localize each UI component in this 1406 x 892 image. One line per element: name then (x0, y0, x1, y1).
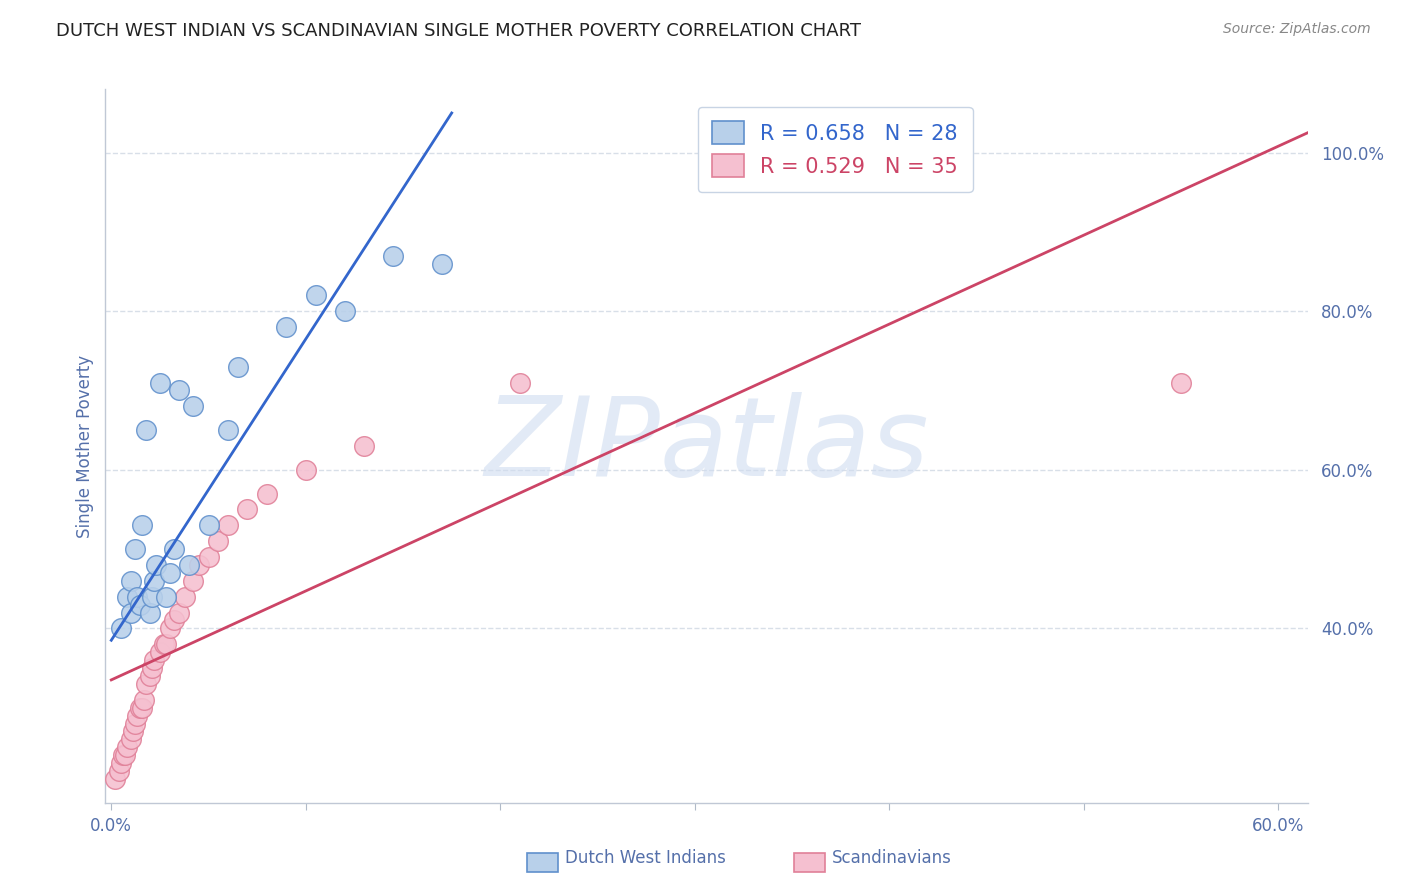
Point (121, 724, 143, 739)
Point (197, 518, 219, 533)
Point (139, 669, 162, 683)
Point (149, 376, 172, 390)
Text: ZIPatlas: ZIPatlas (484, 392, 929, 500)
Point (430, 257, 453, 271)
Point (125, 708, 148, 723)
Point (169, 606, 191, 620)
Point (153, 637, 176, 651)
Point (141, 661, 163, 675)
Point (155, 590, 177, 604)
Point (159, 621, 181, 635)
Point (217, 423, 239, 437)
Point (120, 606, 142, 620)
Point (115, 740, 138, 755)
Point (139, 606, 162, 620)
Point (120, 732, 142, 747)
Point (174, 590, 197, 604)
Point (143, 653, 166, 667)
Point (207, 534, 229, 549)
Point (110, 621, 132, 635)
Point (159, 566, 181, 580)
Point (143, 574, 166, 588)
Text: Source: ZipAtlas.com: Source: ZipAtlas.com (1223, 22, 1371, 37)
Y-axis label: Single Mother Poverty: Single Mother Poverty (76, 354, 94, 538)
Point (124, 542, 146, 557)
Text: DUTCH WEST INDIAN VS SCANDINAVIAN SINGLE MOTHER POVERTY CORRELATION CHART: DUTCH WEST INDIAN VS SCANDINAVIAN SINGLE… (56, 22, 862, 40)
Point (187, 558, 209, 572)
Point (104, 772, 127, 786)
Point (120, 574, 142, 588)
Point (131, 700, 153, 714)
Point (129, 700, 152, 714)
Point (236, 502, 259, 516)
Point (131, 518, 153, 533)
Point (115, 590, 138, 604)
Text: Scandinavians: Scandinavians (832, 849, 952, 867)
Point (181, 400, 204, 414)
Point (382, 249, 405, 263)
Point (197, 549, 219, 564)
Point (114, 748, 136, 763)
Point (162, 542, 184, 557)
Point (304, 288, 326, 302)
Point (111, 748, 134, 763)
Point (145, 558, 167, 572)
Point (135, 423, 157, 437)
Point (333, 304, 356, 318)
Point (509, 376, 531, 390)
Point (124, 716, 146, 731)
Point (226, 359, 249, 374)
Point (141, 590, 163, 604)
Point (217, 518, 239, 533)
Point (177, 558, 200, 572)
Point (256, 486, 278, 500)
Point (110, 756, 132, 771)
Point (149, 645, 172, 659)
Point (1170, 376, 1192, 390)
Point (129, 598, 152, 612)
Point (155, 637, 177, 651)
Point (181, 574, 204, 588)
Point (162, 614, 184, 628)
Text: Dutch West Indians: Dutch West Indians (565, 849, 725, 867)
Point (276, 320, 298, 334)
Point (134, 692, 156, 706)
Point (108, 764, 131, 778)
Legend: R = 0.658   N = 28, R = 0.529   N = 35: R = 0.658 N = 28, R = 0.529 N = 35 (697, 107, 973, 192)
Point (135, 677, 157, 691)
Point (295, 463, 318, 477)
Point (353, 439, 375, 453)
Point (125, 590, 148, 604)
Point (169, 384, 191, 398)
